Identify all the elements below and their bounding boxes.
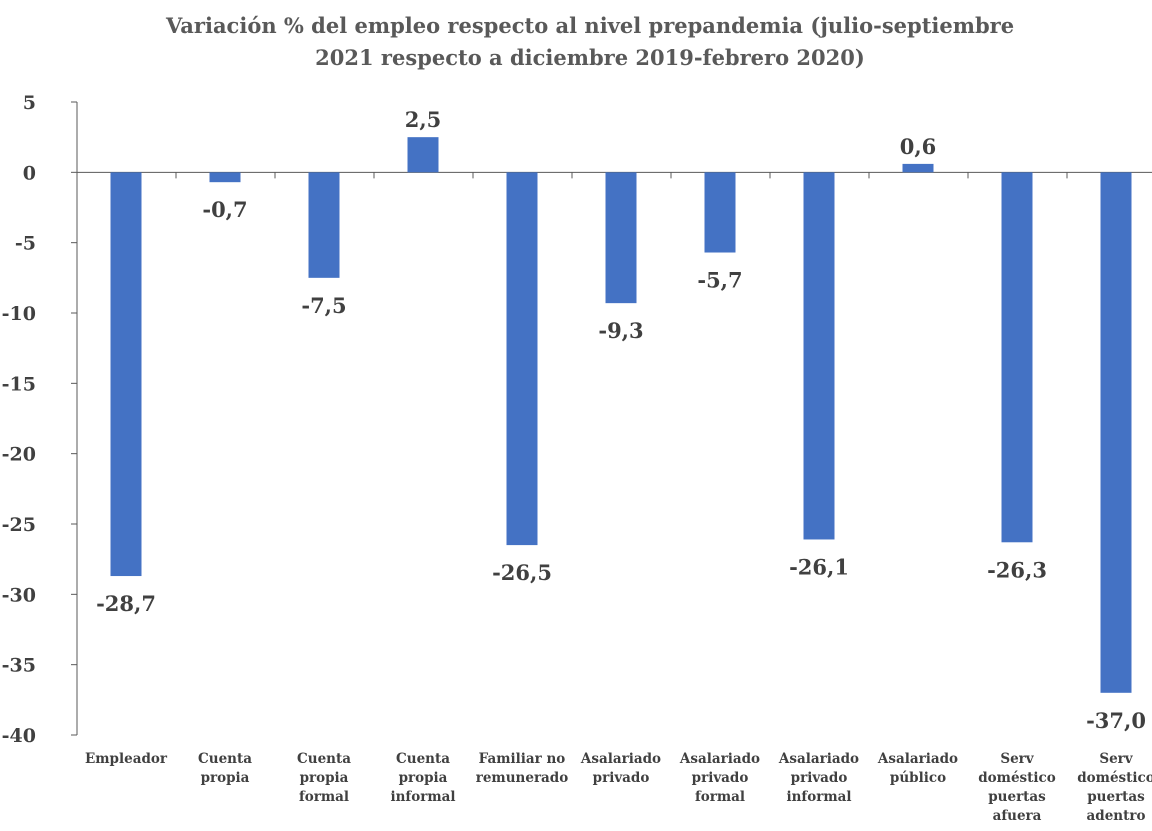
y-tick-label: 0 xyxy=(23,162,36,184)
category-label: Asalariado privado xyxy=(580,751,661,786)
y-tick-label: -10 xyxy=(2,303,36,325)
data-label: -37,0 xyxy=(1086,708,1146,733)
chart-title-line-2: 2021 respecto a diciembre 2019-febrero 2… xyxy=(315,45,865,70)
category-label: Cuenta propia informal xyxy=(390,751,455,805)
category-label-line: Empleador xyxy=(85,751,168,767)
category-label-line: Asalariado xyxy=(679,751,760,767)
category-label-line: informal xyxy=(390,789,455,805)
bar xyxy=(308,172,340,278)
category-label: Asalariado privado informal xyxy=(778,751,859,805)
category-label-line: privado xyxy=(692,770,749,786)
category-label: Empleador xyxy=(85,751,168,767)
category-label: Asalariado privado formal xyxy=(679,751,760,805)
category-label-line: propia xyxy=(201,770,250,786)
category-label-line: afuera xyxy=(993,808,1042,824)
data-label: -5,7 xyxy=(697,268,742,293)
category-label: Familiar no remunerado xyxy=(476,751,569,786)
y-tick-label: -40 xyxy=(2,725,36,747)
category-label-line: formal xyxy=(299,789,349,805)
data-label: -26,1 xyxy=(789,554,849,579)
bar xyxy=(209,172,241,183)
y-tick-label: -35 xyxy=(2,655,36,677)
category-label-line: privado xyxy=(791,770,848,786)
category-label-line: Asalariado xyxy=(877,751,958,767)
bar xyxy=(1001,172,1033,543)
category-label-line: propia xyxy=(399,770,448,786)
category-label-line: informal xyxy=(786,789,851,805)
category-label-line: Asalariado xyxy=(778,751,859,767)
category-label-line: público xyxy=(890,770,946,786)
bar xyxy=(704,172,736,253)
category-label-line: formal xyxy=(695,789,745,805)
data-label: -0,7 xyxy=(202,197,247,222)
category-label-line: Serv xyxy=(1000,751,1034,767)
bar xyxy=(605,172,637,304)
y-tick-label: -5 xyxy=(15,233,36,255)
data-label: -9,3 xyxy=(598,318,643,343)
category-label-line: Cuenta xyxy=(198,751,252,767)
data-label: -28,7 xyxy=(96,591,156,616)
category-label-line: remunerado xyxy=(476,770,569,786)
category-label: Cuenta propia formal xyxy=(297,751,351,805)
category-label-line: puertas xyxy=(1087,789,1145,805)
bar xyxy=(506,172,538,546)
bar xyxy=(110,172,142,577)
category-label: Cuenta propia xyxy=(198,751,252,786)
chart-title: Variación % del empleo respecto al nivel… xyxy=(140,10,1040,74)
bar xyxy=(803,172,835,540)
y-tick-label: -20 xyxy=(2,444,36,466)
category-label-line: doméstico xyxy=(1077,770,1152,786)
data-label: -7,5 xyxy=(301,293,346,318)
category-label-line: Cuenta xyxy=(297,751,351,767)
y-tick-label: -30 xyxy=(2,584,36,606)
y-tick-label: -15 xyxy=(2,373,36,395)
category-label-line: puertas xyxy=(988,789,1046,805)
data-label: 2,5 xyxy=(405,107,442,132)
category-label-line: Familiar no xyxy=(479,751,566,767)
bar xyxy=(407,137,439,173)
data-label: 0,6 xyxy=(900,134,937,159)
data-label: -26,3 xyxy=(987,557,1047,582)
category-label-line: Cuenta xyxy=(396,751,450,767)
y-tick-label: -25 xyxy=(2,514,36,536)
bar xyxy=(1100,172,1132,693)
bar xyxy=(902,163,934,173)
chart-title-line-1: Variación % del empleo respecto al nivel… xyxy=(165,13,1015,38)
category-label-line: adentro xyxy=(1087,808,1146,824)
category-label-line: Asalariado xyxy=(580,751,661,767)
data-label: -26,5 xyxy=(492,560,552,585)
category-label: Serv doméstico puertas afuera xyxy=(978,751,1056,824)
category-label-line: doméstico xyxy=(978,770,1056,786)
category-label-line: Serv xyxy=(1099,751,1133,767)
category-label-line: privado xyxy=(593,770,650,786)
category-label-line: propia xyxy=(300,770,349,786)
category-label: Serv doméstico puertas adentro xyxy=(1077,751,1152,824)
y-tick-label: 5 xyxy=(23,92,36,114)
category-label: Asalariado público xyxy=(877,751,958,786)
